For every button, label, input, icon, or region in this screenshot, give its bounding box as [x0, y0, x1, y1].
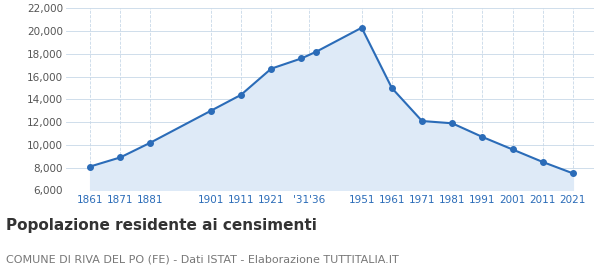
Text: Popolazione residente ai censimenti: Popolazione residente ai censimenti: [6, 218, 317, 234]
Text: COMUNE DI RIVA DEL PO (FE) - Dati ISTAT - Elaborazione TUTTITALIA.IT: COMUNE DI RIVA DEL PO (FE) - Dati ISTAT …: [6, 255, 399, 265]
